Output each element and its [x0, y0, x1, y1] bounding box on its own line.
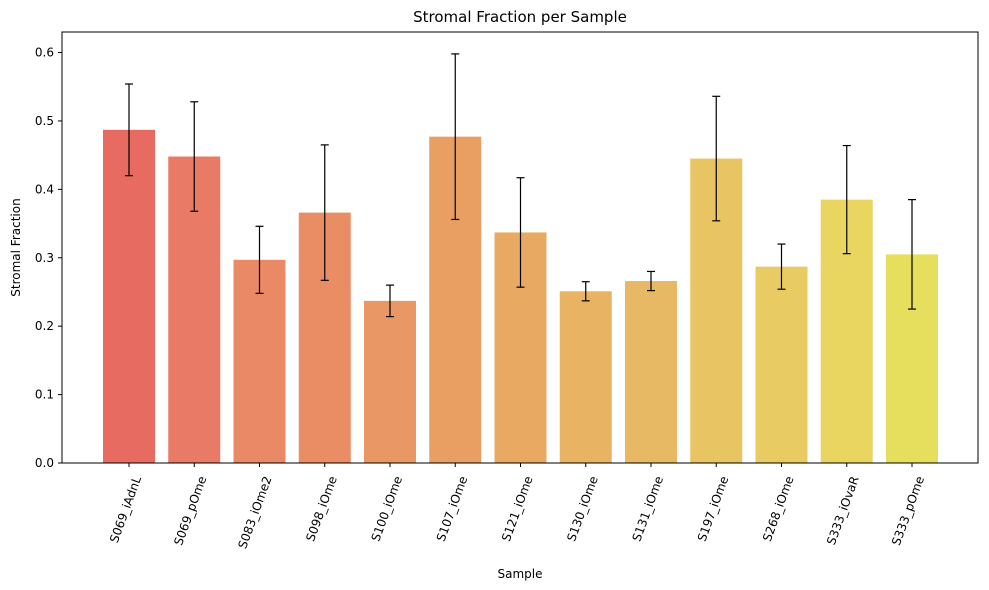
error-bars	[125, 53, 916, 318]
x-tick-label: S130_iOme	[564, 474, 601, 543]
error-bar-S197_iOme	[712, 95, 721, 222]
x-tick-label: S333_iOvaR	[824, 474, 862, 547]
error-bar-S083_iOme2	[255, 225, 264, 294]
error-bar-S121_iOme	[516, 177, 525, 288]
plot-frame	[61, 31, 979, 464]
error-bar-S069_iAdnL	[125, 83, 133, 177]
error-bar-S131_iOme	[647, 270, 655, 292]
bar-S268_iOme	[755, 266, 808, 463]
x-axis-label: Sample	[498, 567, 543, 581]
error-bar-S268_iOme	[777, 243, 786, 290]
x-tick-label: S098_iOme	[303, 474, 340, 543]
y-tick-label: 0.6	[35, 46, 54, 60]
x-tick-label: S197_iOme	[695, 474, 732, 543]
x-tick-label: S083_iOme2	[235, 474, 274, 550]
x-tick-label: S121_iOme	[499, 474, 536, 543]
y-tick-label: 0.5	[35, 114, 54, 128]
error-bar-S130_iOme	[581, 281, 590, 302]
y-axis-label: Stromal Fraction	[9, 198, 23, 296]
error-bar-S100_iOme	[386, 284, 394, 318]
x-tick-label: S107_iOme	[434, 474, 471, 543]
x-tick-label: S268_iOme	[760, 474, 797, 543]
y-tick-label: 0.1	[35, 388, 54, 402]
error-bar-S098_iOme	[320, 144, 329, 281]
bar-S130_iOme	[559, 291, 612, 463]
bar-S069_iAdnL	[103, 129, 155, 464]
x-tick-label: S069_iAdnL	[107, 474, 144, 545]
x-axis: S069_iAdnL S069_pOme S083_iOme2 S098_iOme S1…	[107, 463, 927, 550]
error-bar-S107_iOme	[451, 53, 460, 221]
bar-S100_iOme	[364, 300, 416, 463]
bar-S131_iOme	[625, 281, 677, 463]
x-tick-label: S131_iOme	[630, 474, 667, 543]
y-tick-label: 0.4	[35, 182, 54, 196]
y-tick-label: 0.3	[35, 251, 54, 265]
y-axis: 0.0 0.1 0.2 0.3 0.4 0.5 0.6	[35, 46, 62, 470]
x-tick-label: S333_pOme	[889, 474, 927, 547]
x-tick-label: S069_pOme	[171, 474, 209, 547]
y-tick-label: 0.0	[35, 456, 54, 470]
y-tick-label: 0.2	[35, 319, 54, 333]
x-tick-label: S100_iOme	[369, 474, 406, 543]
bars	[103, 129, 938, 464]
chart-title: Stromal Fraction per Sample	[413, 8, 627, 26]
error-bar-S333_pOme	[908, 199, 916, 310]
error-bar-S069_pOme	[190, 101, 199, 212]
error-bar-S333_iOvaR	[842, 144, 851, 255]
